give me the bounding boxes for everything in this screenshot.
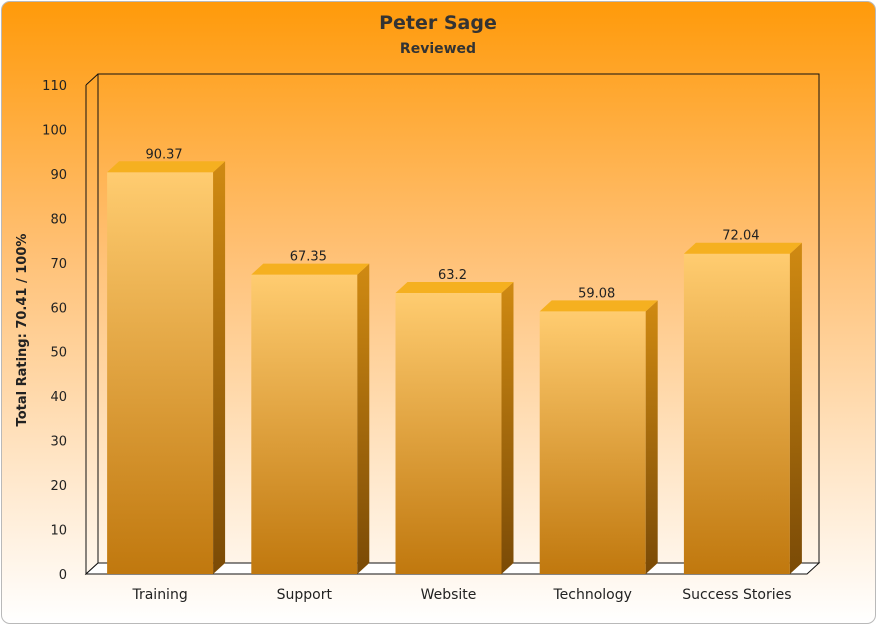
y-axis-ticks: 0 10 20 30 40 50 60 70 80 90 100 110 — [42, 79, 67, 583]
y-tick-label: 60 — [50, 301, 67, 316]
bar: 90.37 — [107, 147, 226, 574]
x-tick-label: Technology — [552, 587, 631, 603]
bar-value-label: 72.04 — [722, 229, 759, 244]
bar: 63.2 — [395, 268, 514, 574]
y-tick-label: 40 — [50, 390, 67, 405]
y-axis-label: Total Rating: 70.41 / 100% — [15, 234, 30, 427]
y-tick-label: 50 — [50, 346, 67, 361]
bars: 90.37 67.35 63.2 59.08 72.04 — [107, 147, 802, 574]
bar-side — [501, 282, 514, 574]
y-tick-label: 10 — [50, 524, 67, 539]
bar: 67.35 — [251, 250, 370, 574]
bar: 72.04 — [683, 229, 802, 574]
y-tick-label: 20 — [50, 479, 67, 494]
bar-side — [789, 242, 802, 574]
chart-subtitle: Reviewed — [400, 41, 476, 57]
bar-side — [357, 263, 370, 574]
bar-value-label: 59.08 — [578, 286, 615, 301]
plot-left-wall — [85, 85, 99, 576]
y-tick-label: 30 — [50, 435, 67, 450]
bar-top — [683, 242, 802, 254]
bar-front — [251, 274, 358, 574]
y-tick-label: 110 — [42, 79, 67, 94]
x-tick-label: Website — [421, 587, 477, 603]
y-tick-label: 90 — [50, 168, 67, 183]
x-tick-label: Support — [277, 587, 333, 603]
bar-side — [213, 161, 226, 574]
y-tick-label: 0 — [59, 568, 67, 583]
bar-top — [107, 161, 226, 173]
bar-value-label: 90.37 — [145, 147, 182, 162]
chart-title: Peter Sage — [379, 12, 497, 34]
bar-front — [539, 311, 646, 574]
bar-top — [395, 282, 514, 294]
bar: 59.08 — [539, 286, 658, 574]
x-tick-label: Training — [131, 587, 187, 603]
plot-left-wall-top — [85, 73, 99, 86]
bar-value-label: 63.2 — [438, 268, 467, 283]
bar-side — [645, 300, 658, 574]
x-tick-label: Success Stories — [682, 587, 791, 603]
y-tick-label: 70 — [50, 257, 67, 272]
bar-value-label: 67.35 — [290, 250, 327, 265]
bar-top — [539, 300, 658, 312]
bar-front — [395, 293, 502, 574]
bar-front — [107, 172, 214, 574]
y-tick-label: 100 — [42, 123, 67, 138]
bar-top — [251, 263, 370, 275]
bar-front — [683, 253, 790, 574]
x-axis-labels: Training Support Website Technology Success … — [131, 587, 791, 603]
y-tick-label: 80 — [50, 212, 67, 227]
